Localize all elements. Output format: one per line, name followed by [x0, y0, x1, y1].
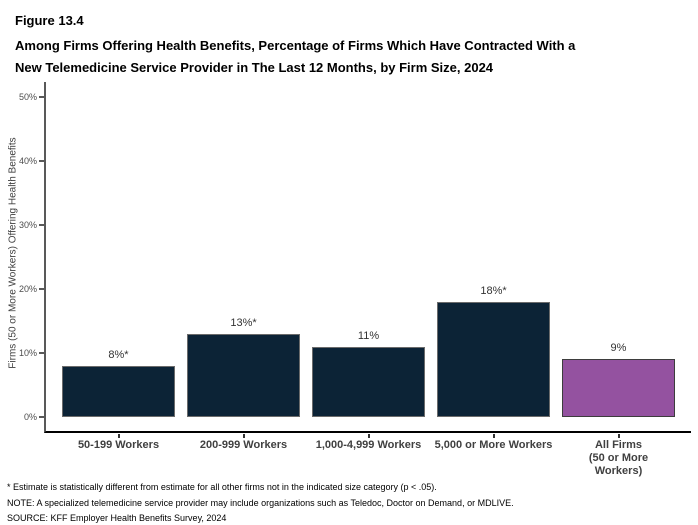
- figure-number: Figure 13.4: [15, 13, 84, 28]
- y-tick-mark: [39, 96, 44, 98]
- y-tick-mark: [39, 224, 44, 226]
- y-tick-label: 20%: [18, 284, 37, 294]
- plot-panel: 0% 10% 20% 30% 40% 50% 8%* 13%* 11% 18%* 9%: [19, 82, 691, 433]
- x-tick-mark: [617, 434, 620, 438]
- footnote-note: NOTE: A specialized telemedicine service…: [7, 497, 514, 508]
- x-tick-mark: [117, 434, 120, 438]
- y-tick-mark: [39, 352, 44, 354]
- footnote-estimate: * Estimate is statistically different fr…: [7, 482, 437, 492]
- y-tick-label: 30%: [18, 220, 37, 230]
- figure-title-line-1: Among Firms Offering Health Benefits, Pe…: [15, 38, 576, 53]
- bar-5: [562, 359, 675, 417]
- footnote-source: SOURCE: KFF Employer Health Benefits Sur…: [7, 513, 227, 523]
- x-category-label: 5,000 or More Workers: [434, 439, 553, 451]
- y-tick-mark: [39, 288, 44, 290]
- y-tick-label: 0%: [23, 412, 37, 422]
- x-tick-mark: [492, 434, 495, 438]
- x-category-label: 50-199 Workers: [77, 439, 160, 451]
- bar-4: [437, 301, 550, 417]
- bar-value-label: 18%*: [480, 284, 507, 297]
- bar-value-label: 13%*: [230, 316, 257, 329]
- bar-value-label: 9%: [610, 342, 627, 355]
- bar-2: [187, 333, 300, 417]
- y-tick-mark: [39, 160, 44, 162]
- figure-title-line-2: New Telemedicine Service Provider in The…: [15, 60, 494, 75]
- bar-value-label: 8%*: [108, 348, 129, 361]
- footnotes: * Estimate is statistically different fr…: [7, 480, 514, 525]
- x-tick-mark: [242, 434, 245, 438]
- bar-3: [312, 346, 425, 417]
- y-axis-title: Firms (50 or More Workers) Offering Heal…: [7, 137, 19, 369]
- y-tick-label: 40%: [18, 156, 37, 166]
- x-category-label: 200-999 Workers: [199, 439, 288, 451]
- x-category-label: 1,000-4,999 Workers: [315, 439, 422, 451]
- y-tick-label: 50%: [18, 92, 37, 102]
- bar-1: [62, 365, 175, 417]
- x-category-label: All Firms (50 or More Workers): [588, 439, 649, 477]
- figure-title: Among Firms Offering Health Benefits, Pe…: [15, 35, 675, 79]
- y-tick-mark: [39, 416, 44, 418]
- x-tick-mark: [367, 434, 370, 438]
- y-tick-label: 10%: [18, 348, 37, 358]
- x-axis: 50-199 Workers 200-999 Workers 1,000-4,999…: [46, 433, 691, 478]
- bar-value-label: 11%: [357, 329, 380, 342]
